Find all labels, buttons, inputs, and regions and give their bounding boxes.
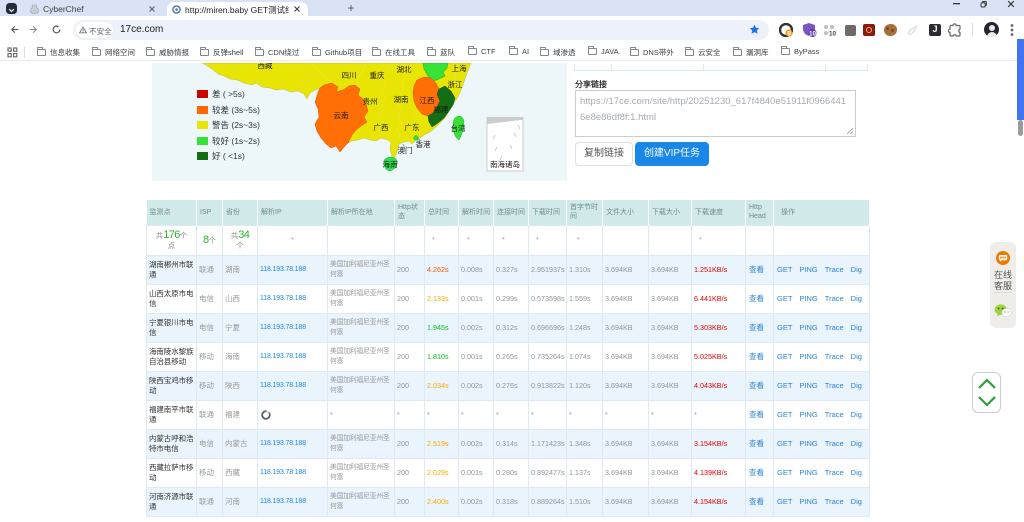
svg-text:南海诸岛: 南海诸岛 (490, 159, 520, 169)
svg-text:广东: 广东 (405, 122, 420, 132)
svg-text:9: 9 (787, 30, 791, 37)
svg-text:云南: 云南 (334, 110, 349, 120)
svg-text:重庆: 重庆 (370, 70, 385, 80)
svg-text:湖南: 湖南 (394, 94, 409, 104)
svg-text:台湾: 台湾 (451, 123, 466, 133)
svg-text:贵州: 贵州 (363, 96, 378, 106)
svg-text:10: 10 (809, 31, 817, 37)
svg-text:广西: 广西 (374, 122, 389, 132)
svg-text:江西: 江西 (420, 96, 435, 105)
svg-text:湖北: 湖北 (397, 65, 412, 74)
svg-text:海南: 海南 (383, 159, 398, 169)
svg-text:10: 10 (829, 31, 837, 37)
svg-text:上海: 上海 (452, 63, 467, 73)
svg-text:浙江: 浙江 (448, 79, 463, 89)
svg-text:福建: 福建 (434, 104, 449, 114)
svg-text:澳门: 澳门 (398, 145, 413, 155)
svg-text:四川: 四川 (342, 71, 357, 80)
svg-text:西藏: 西藏 (258, 63, 273, 70)
svg-text:香港: 香港 (416, 139, 431, 149)
